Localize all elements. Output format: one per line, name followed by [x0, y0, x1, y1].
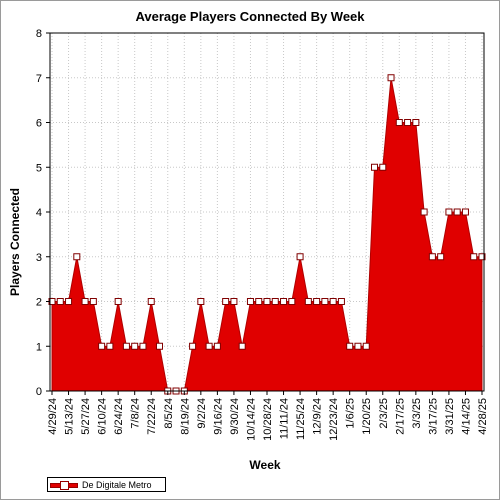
y-tick-label: 7 [36, 73, 42, 85]
data-point [156, 342, 163, 350]
x-tick-label: 3/17/25 [427, 398, 439, 435]
x-tick-label: 6/10/24 [97, 398, 109, 435]
data-point [114, 298, 122, 305]
data-point [65, 298, 73, 305]
x-tick-label: 6/24/24 [113, 398, 125, 435]
data-point [263, 298, 271, 305]
y-tick-label: 8 [36, 28, 42, 40]
data-point [445, 208, 453, 216]
x-tick-label: 11/11/24 [279, 398, 291, 439]
data-point [271, 298, 279, 305]
x-tick-label: 12/23/24 [328, 398, 340, 441]
y-tick-label: 4 [36, 207, 42, 219]
data-point [379, 163, 387, 171]
x-axis-label: Week [249, 458, 281, 472]
y-tick-label: 0 [36, 386, 42, 398]
x-tick-label: 9/30/24 [229, 398, 241, 435]
data-point [197, 298, 205, 305]
area-layer [51, 77, 483, 392]
x-tick-label: 5/13/24 [64, 398, 76, 435]
y-tick-label: 6 [36, 118, 42, 130]
data-point [371, 163, 378, 171]
x-tick-label: 2/17/25 [394, 398, 406, 435]
y-tick-label: 1 [36, 341, 42, 353]
y-tick-label: 5 [36, 162, 42, 174]
data-point [387, 74, 395, 82]
x-tick-label: 12/9/24 [312, 398, 324, 435]
y-tick-label: 2 [36, 297, 42, 309]
data-point [213, 342, 221, 350]
data-point [230, 298, 238, 305]
data-point [73, 253, 81, 261]
data-point [56, 298, 64, 305]
data-point [131, 342, 139, 350]
x-tick-label: 4/14/25 [460, 398, 472, 435]
legend: De Digitale Metro [47, 477, 166, 492]
chart-title: Average Players Connected By Week [135, 9, 365, 24]
plot-border [49, 32, 485, 392]
x-tick-label: 10/28/24 [262, 398, 274, 441]
data-point [222, 298, 230, 305]
x-tick-label: 8/5/24 [163, 398, 175, 429]
x-tick-label: 10/14/24 [245, 398, 257, 441]
data-point [321, 298, 329, 305]
data-point [106, 342, 114, 350]
data-point [122, 342, 130, 350]
data-point [98, 342, 106, 350]
data-point [304, 298, 312, 305]
x-tick-label: 4/29/24 [47, 398, 59, 435]
x-tick-label: 2/3/25 [378, 398, 390, 429]
data-point [296, 253, 304, 261]
x-tick-label: 1/6/25 [345, 398, 357, 429]
data-point [470, 253, 478, 261]
data-point [313, 298, 321, 305]
data-point [346, 342, 354, 350]
data-point [461, 208, 469, 216]
x-tick-label: 1/20/25 [361, 398, 373, 435]
x-tick-label: 5/27/24 [80, 398, 92, 435]
data-point [354, 342, 362, 350]
data-point [362, 342, 370, 350]
data-point [147, 298, 155, 305]
legend-swatch-icon [50, 479, 80, 491]
data-point [89, 298, 97, 305]
data-point [280, 298, 288, 305]
data-point [337, 298, 345, 305]
data-point [189, 342, 197, 350]
x-tick-label: 9/2/24 [196, 398, 208, 429]
data-point [428, 253, 436, 261]
data-point [453, 208, 461, 216]
data-point [437, 253, 445, 261]
data-point [246, 298, 254, 305]
legend-entry-label: De Digitale Metro [82, 479, 152, 490]
data-point [420, 208, 428, 216]
data-point [395, 119, 403, 126]
data-point [238, 342, 246, 350]
x-tick-label: 7/22/24 [146, 398, 158, 435]
x-tick-label: 9/16/24 [212, 398, 224, 435]
x-tick-label: 11/25/24 [295, 398, 307, 440]
x-tick-label: 7/8/24 [130, 398, 142, 429]
x-tick-label: 3/31/25 [444, 398, 456, 435]
data-point [139, 342, 147, 350]
series-area [51, 77, 483, 392]
data-point [288, 298, 296, 305]
data-point [205, 342, 213, 350]
x-tick-label: 8/19/24 [179, 398, 191, 435]
data-point [412, 119, 420, 126]
data-point [329, 298, 337, 305]
y-tick-label: 3 [36, 252, 42, 264]
x-tick-label: 4/28/25 [477, 398, 489, 435]
axis-layer: 0 1 2 3 4 5 6 7 8 4/29/24 5/13/24 5/27/24 6/10/24 6/2… [36, 28, 489, 441]
data-point [404, 119, 412, 126]
data-point [478, 253, 486, 261]
data-point [81, 298, 89, 305]
x-tick-label: 3/3/25 [411, 398, 423, 429]
data-point [255, 298, 263, 305]
